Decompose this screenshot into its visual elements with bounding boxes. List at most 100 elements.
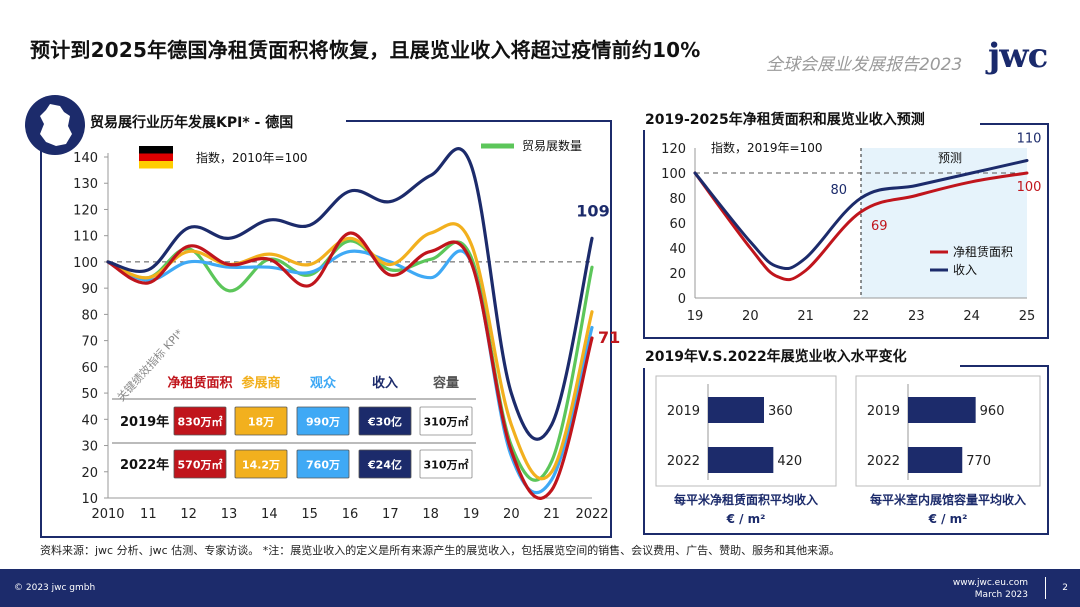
kpi-series-line-net_rented_space <box>106 231 594 500</box>
revenue-level-chart: 2019 360 2022 420 每平米净租赁面积平均收入 € / m² <box>655 375 837 526</box>
kpi-y-tick-label: 60 <box>81 361 98 376</box>
forecast-point-label: 69 <box>871 219 888 234</box>
footer-copyright: © 2023 jwc gmbh <box>14 583 96 593</box>
kpi-table-cell <box>173 406 227 436</box>
kpi-y-tick-label: 40 <box>81 413 98 428</box>
kpi-x-tick-label: 16 <box>342 507 359 522</box>
page-number: 2 <box>1062 583 1068 593</box>
source-note: 资料来源：jwc 分析、jwc 估测、专家访谈。 *注：展览业收入的定义是所有来… <box>40 544 841 557</box>
kpi-chart-subtitle: 指数，2010年=100 <box>196 150 308 165</box>
kpi-x-tick-label: 19 <box>463 507 480 522</box>
kpi-table-header: 容量 <box>432 375 459 391</box>
revenue-level-bar <box>908 397 976 423</box>
kpi-table-header: 收入 <box>372 375 398 391</box>
kpi-table-cell-value: 760万 <box>306 459 340 472</box>
revenue-levels-group: 2019年V.S.2022年展览业收入水平变化 2019 360 2022 420 每平米… <box>640 344 1049 535</box>
kpi-table-header: 参展商 <box>241 375 280 391</box>
forecast-x-tick-label: 19 <box>687 309 704 324</box>
forecast-title-bg <box>640 108 980 130</box>
kpi-table-cell-value: 830万㎡ <box>178 415 223 429</box>
kpi-y-tick-label: 10 <box>81 492 98 507</box>
revenue-level-unit: € / m² <box>928 512 968 526</box>
revenue-level-category: 2022 <box>667 454 700 469</box>
forecast-legend-label: 收入 <box>953 263 977 277</box>
germany-flag-stripe-red <box>139 153 173 161</box>
kpi-y-tick-label: 80 <box>81 308 98 323</box>
kpi-end-label: 109 <box>576 201 609 220</box>
forecast-point-label: 110 <box>1017 132 1042 147</box>
revenue-level-value: 360 <box>768 404 793 419</box>
forecast-x-tick-label: 20 <box>742 309 759 324</box>
forecast-x-tick-label: 22 <box>853 309 870 324</box>
germany-flag-icon <box>139 146 173 154</box>
logo-text: jwc <box>988 36 1048 76</box>
kpi-table-cell-value: 310万㎡ <box>424 415 469 429</box>
report-name: 全球会展业发展报告2023 <box>766 55 963 75</box>
kpi-table-cell <box>358 406 412 436</box>
kpi-table-cell <box>296 406 350 436</box>
legend-label-trade-fair-count: 贸易展数量 <box>522 138 582 153</box>
germany-flag-stripe-gold <box>139 161 173 169</box>
forecast-x-tick-label: 21 <box>797 309 814 324</box>
forecast-legend-label: 净租赁面积 <box>953 245 1013 259</box>
kpi-x-tick-label: 15 <box>301 507 318 522</box>
forecast-y-tick-label: 40 <box>669 242 686 257</box>
kpi-x-tick-label: 12 <box>180 507 197 522</box>
kpi-table-cell-value: 570万㎡ <box>178 458 223 472</box>
footer: © 2023 jwc gmbh www.jwc.eu.com March 202… <box>0 569 1080 607</box>
forecast-label: 预测 <box>938 151 962 165</box>
kpi-series-line-exhibitors <box>106 222 594 481</box>
kpi-table-header: 观众 <box>310 375 336 391</box>
kpi-y-tick-label: 20 <box>81 466 98 481</box>
kpi-x-tick-label: 13 <box>221 507 238 522</box>
kpi-y-tick-label: 120 <box>73 203 98 218</box>
revenue-level-bar <box>708 397 764 423</box>
forecast-y-tick-label: 80 <box>669 192 686 207</box>
page-title: 预计到2025年德国净租赁面积将恢复，且展览业收入将超过疫情前约10% <box>30 38 701 62</box>
footer-url[interactable]: www.jwc.eu.com <box>952 578 1028 588</box>
kpi-y-tick-label: 100 <box>73 256 98 271</box>
kpi-end-label: 71 <box>598 328 620 347</box>
kpi-table-cell <box>296 449 350 479</box>
kpi-x-tick-label: 18 <box>422 507 439 522</box>
revenue-level-category: 2022 <box>867 454 900 469</box>
revenue-level-bar <box>908 447 963 473</box>
revenue-level-caption: 每平米室内展馆容量平均收入 <box>870 492 1026 507</box>
kpi-title-bg <box>84 110 346 132</box>
kpi-table-cell-value: 990万 <box>306 416 340 429</box>
kpi-table-cell <box>419 406 473 436</box>
revenue-level-caption: 每平米净租赁面积平均收入 <box>674 492 818 507</box>
kpi-series-line-trade_fair_count <box>106 239 594 482</box>
forecast-subtitle: 指数，2019年=100 <box>711 140 823 155</box>
forecast-y-tick-label: 20 <box>669 267 686 282</box>
kpi-x-tick-label: 21 <box>543 507 560 522</box>
kpi-table-cell <box>234 406 288 436</box>
forecast-y-tick-label: 60 <box>669 217 686 232</box>
kpi-y-tick-label: 90 <box>81 282 98 297</box>
kpi-x-tick-label: 17 <box>382 507 399 522</box>
footer-divider <box>1045 577 1046 599</box>
forecast-series-line-space <box>693 171 1029 282</box>
kpi-y-tick-label: 110 <box>73 230 98 245</box>
kpi-x-tick-label: 2010 <box>91 507 124 522</box>
kpi-table-cell <box>173 449 227 479</box>
kpi-table-row-year: 2022年 <box>120 457 169 473</box>
revenue-level-unit: € / m² <box>726 512 766 526</box>
revenue-level-chart: 2019 960 2022 770 每平米室内展馆容量平均收入 € / m² <box>855 375 1041 526</box>
revenue-levels-title: 2019年V.S.2022年展览业收入水平变化 <box>645 348 907 365</box>
revenue-level-value: 770 <box>966 454 991 469</box>
kpi-table-cell <box>234 449 288 479</box>
kpi-series-line-revenue <box>106 147 594 441</box>
kpi-table-cell-value: €24亿 <box>367 458 402 472</box>
forecast-x-tick-label: 24 <box>963 309 980 324</box>
revenue-level-category: 2019 <box>867 404 900 419</box>
revenue-level-value: 420 <box>777 454 802 469</box>
revenue-level-bar <box>708 447 774 473</box>
forecast-series-line-revenue <box>693 159 1029 271</box>
kpi-y-tick-label: 30 <box>81 440 98 455</box>
revenue-level-category: 2019 <box>667 404 700 419</box>
footer-date: March 2023 <box>974 590 1028 600</box>
